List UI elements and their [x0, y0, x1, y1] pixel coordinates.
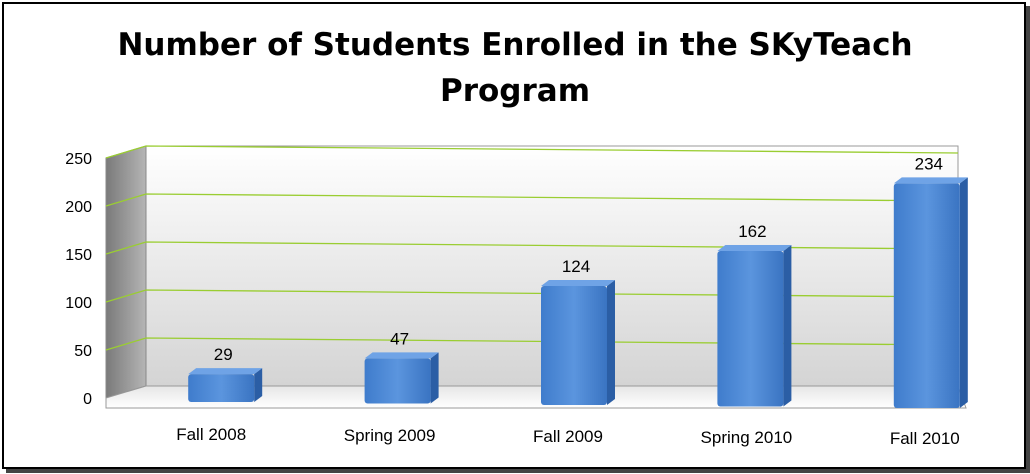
- bar-spring-2010: [717, 244, 792, 407]
- y-tick-label: 250: [65, 151, 92, 168]
- gridline: [105, 193, 959, 207]
- bar-fall-2008: [188, 368, 263, 402]
- gridline: [105, 241, 959, 255]
- gridline: [105, 289, 959, 303]
- side-wall: [105, 145, 147, 399]
- data-label: 234: [915, 154, 943, 173]
- chart-title: Number of Students Enrolled in the SKyTe…: [0, 22, 1030, 114]
- chart-title-line-1: Number of Students Enrolled in the SKyTe…: [117, 27, 913, 63]
- data-label: 47: [390, 329, 409, 348]
- x-axis: Fall 2008 Spring 2009 Fall 2009 Spring 2010…: [176, 425, 960, 448]
- y-tick-label: 50: [74, 343, 92, 360]
- bar-spring-2009: [364, 352, 439, 404]
- data-label: 162: [738, 222, 766, 241]
- y-tick-label: 100: [65, 295, 92, 312]
- x-tick-label: Fall 2009: [533, 427, 603, 446]
- bar-fall-2010: [893, 177, 968, 408]
- y-tick-label: 150: [65, 247, 92, 264]
- gridline: [105, 337, 959, 351]
- x-tick-label: Spring 2010: [701, 428, 793, 447]
- y-tick-label: 0: [83, 391, 92, 408]
- bar-fall-2009: [541, 279, 615, 405]
- y-tick-label: 200: [65, 199, 92, 216]
- y-axis: 0 50 100 150 200 250: [65, 151, 92, 408]
- x-tick-label: Spring 2009: [344, 426, 436, 445]
- x-tick-label: Fall 2010: [890, 429, 960, 448]
- gridlines: [105, 145, 959, 351]
- x-tick-label: Fall 2008: [176, 425, 246, 444]
- data-label: 29: [214, 345, 233, 364]
- bars: 29 47 124 162 234: [188, 154, 968, 408]
- gridline: [105, 145, 959, 159]
- data-label: 124: [562, 257, 590, 276]
- chart-title-line-2: Program: [439, 73, 590, 109]
